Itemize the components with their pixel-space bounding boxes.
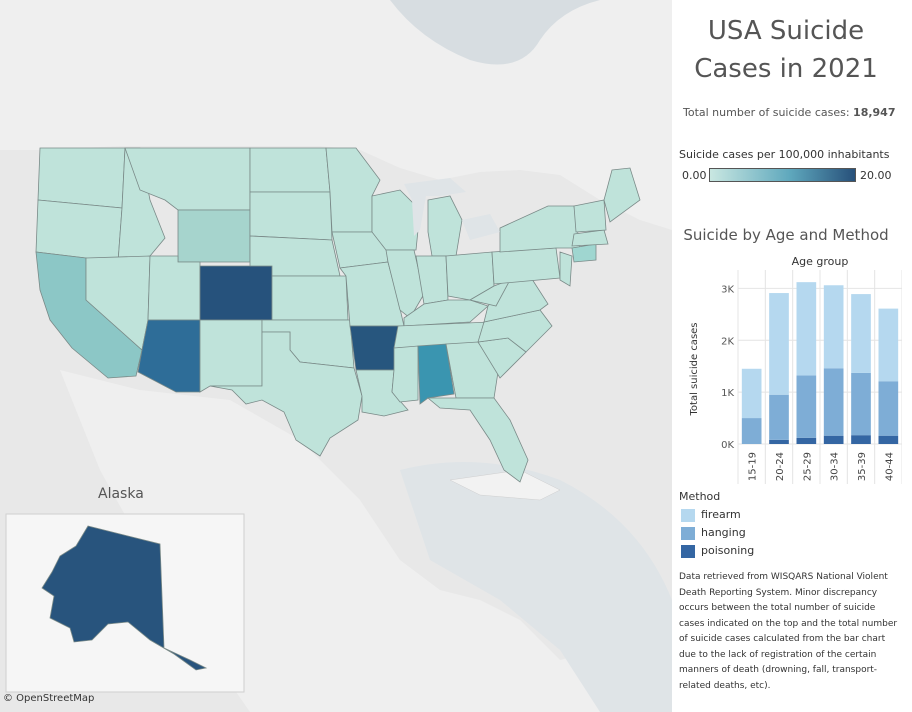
x-tick-label: 40-44 xyxy=(884,452,895,481)
page-title: USA Suicide Cases in 2021 xyxy=(672,12,900,88)
bar-segment-hanging xyxy=(769,394,789,440)
bar-segment-firearm xyxy=(769,293,789,395)
great-lakes xyxy=(404,178,500,240)
map-attribution[interactable]: © OpenStreetMap xyxy=(3,693,95,704)
state-massachusetts[interactable] xyxy=(571,229,609,247)
data-source-note: Data retrieved from WISQARS National Vio… xyxy=(679,572,898,691)
state-south-dakota[interactable] xyxy=(249,191,333,241)
state-alaska[interactable] xyxy=(41,525,208,671)
x-tick-label: 35-39 xyxy=(857,452,868,481)
state-new-jersey[interactable] xyxy=(559,251,573,287)
legend-item-firearm[interactable]: firearm xyxy=(681,508,741,522)
bar-segment-firearm xyxy=(851,294,871,373)
state-kansas[interactable] xyxy=(271,275,349,321)
total-cases: Total number of suicide cases: 18,947 xyxy=(683,106,896,119)
x-tick-label: 25-29 xyxy=(802,452,813,481)
total-cases-label: Total number of suicide cases: xyxy=(683,106,850,119)
total-cases-value: 18,947 xyxy=(853,106,896,119)
legend-label-hanging: hanging xyxy=(701,526,746,539)
color-legend-title: Suicide cases per 100,000 inhabitants xyxy=(679,148,890,161)
color-legend-max: 20.00 xyxy=(860,169,892,182)
state-vermont-nh[interactable] xyxy=(573,199,607,233)
swatch-poisoning xyxy=(681,544,695,558)
state-arizona[interactable] xyxy=(137,319,201,393)
state-utah[interactable] xyxy=(147,255,201,321)
state-new-mexico[interactable] xyxy=(199,319,263,393)
state-georgia[interactable] xyxy=(445,341,499,399)
color-legend-min: 0.00 xyxy=(682,169,707,182)
bar-segment-firearm xyxy=(878,308,899,382)
bar-segment-poisoning xyxy=(796,437,817,444)
bar-segment-poisoning xyxy=(878,435,899,444)
state-new-york[interactable] xyxy=(499,205,581,253)
state-alabama[interactable] xyxy=(417,343,455,405)
swatch-firearm xyxy=(681,508,695,522)
bar-segment-hanging xyxy=(796,375,817,438)
state-pennsylvania[interactable] xyxy=(491,247,561,285)
bar-segment-hanging xyxy=(823,368,844,436)
state-michigan[interactable] xyxy=(427,195,463,257)
alaska-label: Alaska xyxy=(98,486,144,502)
bar-segment-firearm xyxy=(741,368,762,419)
bar-segment-poisoning xyxy=(769,439,789,444)
bar-segment-hanging xyxy=(741,418,762,444)
y-tick-label: 2K xyxy=(721,336,734,347)
caribbean-water xyxy=(400,462,672,712)
legend-label-firearm: firearm xyxy=(701,508,741,521)
bar-segment-poisoning xyxy=(823,435,844,444)
title-line-2: Cases in 2021 xyxy=(694,54,878,84)
state-washington[interactable] xyxy=(37,147,126,209)
legend-item-poisoning[interactable]: poisoning xyxy=(681,544,754,558)
state-maine[interactable] xyxy=(603,167,641,223)
bar-segment-hanging xyxy=(851,372,871,436)
column-header: Age group xyxy=(792,255,849,268)
x-tick-label: 20-24 xyxy=(775,452,786,481)
bar-segment-hanging xyxy=(878,381,899,436)
state-wisconsin[interactable] xyxy=(371,189,421,251)
y-axis-label: Total suicide cases xyxy=(689,322,700,416)
bar-chart-title: Suicide by Age and Method xyxy=(683,226,889,244)
state-arkansas[interactable] xyxy=(349,325,399,371)
hudson-bay xyxy=(390,0,600,65)
state-north-dakota[interactable] xyxy=(249,147,331,193)
bar-segment-firearm xyxy=(796,282,817,376)
swatch-hanging xyxy=(681,526,695,540)
x-tick-label: 15-19 xyxy=(748,452,759,481)
bar-segment-firearm xyxy=(823,285,844,369)
legend-item-hanging[interactable]: hanging xyxy=(681,526,746,540)
side-panel: USA Suicide Cases in 2021 Total number o… xyxy=(672,0,912,712)
color-legend-gradient xyxy=(709,168,856,182)
method-legend-title: Method xyxy=(679,490,721,503)
legend-label-poisoning: poisoning xyxy=(701,544,755,557)
map-canvas[interactable] xyxy=(0,0,672,712)
state-wyoming[interactable] xyxy=(177,209,251,263)
title-line-1: USA Suicide xyxy=(707,16,865,46)
map-view[interactable]: Alaska © OpenStreetMap xyxy=(0,0,672,712)
y-tick-label: 0K xyxy=(721,440,734,451)
state-oregon[interactable] xyxy=(35,199,123,263)
state-florida[interactable] xyxy=(426,397,529,483)
bar-segment-poisoning xyxy=(851,435,871,444)
state-mississippi[interactable] xyxy=(391,345,419,403)
x-tick-label: 30-34 xyxy=(830,452,841,481)
y-tick-label: 1K xyxy=(721,388,734,399)
y-tick-label: 3K xyxy=(721,284,734,295)
state-colorado[interactable] xyxy=(199,265,273,321)
state-texas[interactable] xyxy=(209,331,363,457)
bar-chart[interactable]: Age group 0K 1K 2K 3K Total suicide cases 15-1… xyxy=(680,248,902,484)
